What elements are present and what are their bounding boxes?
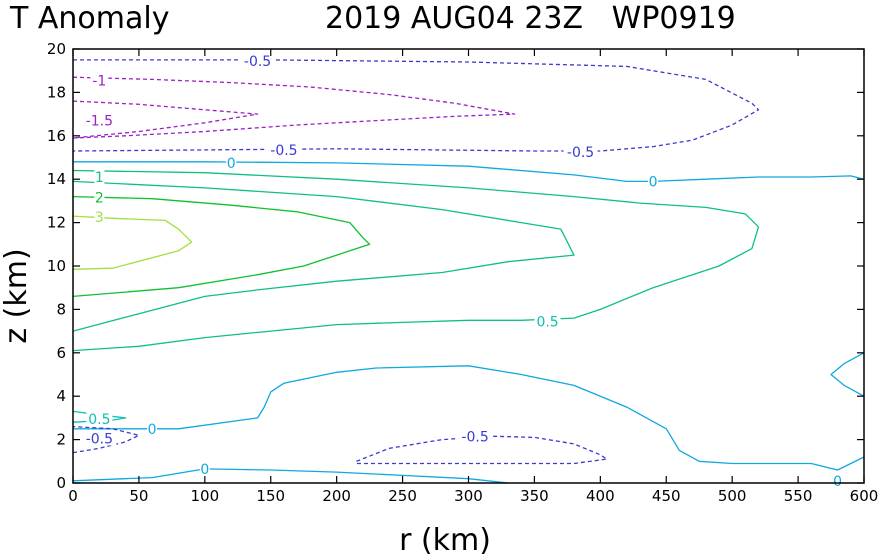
contour-layer xyxy=(72,59,865,484)
contour-label-8: 2 xyxy=(95,191,104,207)
contour-line-11 xyxy=(356,435,608,465)
contour-label-bg-2 xyxy=(82,112,117,128)
contour-label-2: -1.5 xyxy=(86,114,113,130)
contour-label-15: 0 xyxy=(200,462,209,478)
x-tick-label-6: 300 xyxy=(454,487,483,505)
x-tick-label-3: 150 xyxy=(256,487,285,505)
contour-label-bg-0 xyxy=(240,52,275,68)
contour-label-bg-8 xyxy=(94,189,105,205)
y-tick-label-6: 12 xyxy=(47,214,66,232)
contour-line-2 xyxy=(72,59,760,152)
contour-label-bg-14 xyxy=(458,428,493,444)
x-tick-label-5: 250 xyxy=(388,487,417,505)
contour-label-bg-10 xyxy=(534,313,561,329)
contour-label-bg-5 xyxy=(226,154,237,170)
contour-label-layer: -0.5 -1 -1.5 -0.5 -0.5 0 0 1 2 3 0.5 0.5 0 -0.5 -0.5 0 0 xyxy=(82,52,843,490)
plot-frame xyxy=(72,48,865,484)
contour-line-9 xyxy=(72,468,509,484)
x-tick-label-7: 350 xyxy=(520,487,549,505)
contour-label-3: -0.5 xyxy=(270,143,297,159)
contour-label-bg-3 xyxy=(266,141,301,157)
contour-line-3 xyxy=(73,161,865,183)
contour-label-bg-6 xyxy=(648,173,659,189)
contour-label-14: -0.5 xyxy=(461,429,488,445)
contour-line-6 xyxy=(72,195,371,298)
y-tick-label-8: 16 xyxy=(47,127,66,145)
contour-line-12 xyxy=(72,425,140,454)
contour-line-8 xyxy=(73,365,865,471)
x-tick-label-9: 450 xyxy=(652,487,681,505)
x-axis-label: r (km) xyxy=(399,523,491,558)
contour-label-5: 0 xyxy=(227,156,236,172)
contour-label-4: -0.5 xyxy=(567,145,594,161)
x-tick-label-4: 200 xyxy=(322,487,351,505)
contour-label-bg-9 xyxy=(94,209,105,225)
contour-line-7 xyxy=(72,215,193,270)
y-tick-label-2: 4 xyxy=(56,387,66,405)
y-axis-label: z (km) xyxy=(0,248,34,343)
contour-label-bg-11 xyxy=(86,410,113,426)
contour-label-0: -0.5 xyxy=(244,54,271,70)
y-tick-label-5: 10 xyxy=(47,257,66,275)
contour-line-4 xyxy=(72,169,760,352)
x-tick-label-0: 0 xyxy=(68,487,78,505)
x-tick-label-1: 50 xyxy=(129,487,148,505)
x-tick-label-2: 100 xyxy=(191,487,220,505)
contour-label-bg-12 xyxy=(147,420,158,436)
x-tick-label-12: 600 xyxy=(850,487,879,505)
contour-label-bg-7 xyxy=(94,169,105,185)
y-tick-label-10: 20 xyxy=(47,40,66,58)
contour-line-10 xyxy=(830,352,865,397)
contour-line-5 xyxy=(72,180,575,332)
contour-label-bg-15 xyxy=(199,460,210,476)
contour-label-bg-4 xyxy=(563,144,598,160)
contour-label-bg-13 xyxy=(82,430,117,446)
contour-label-bg-16 xyxy=(832,472,843,488)
y-tick-label-1: 2 xyxy=(56,431,66,449)
contour-label-13: -0.5 xyxy=(86,432,113,448)
y-tick-label-3: 6 xyxy=(56,344,66,362)
chart-title-right: 2019 AUG04 23Z WP0919 xyxy=(325,1,736,36)
contour-line-0 xyxy=(72,100,259,139)
contour-label-6: 0 xyxy=(649,174,658,190)
contour-label-10: 0.5 xyxy=(536,314,558,330)
y-tick-label-9: 18 xyxy=(47,83,66,101)
y-tick-label-7: 14 xyxy=(47,170,66,188)
contour-label-16: 0 xyxy=(833,474,842,490)
y-tick-label-4: 8 xyxy=(56,300,66,318)
contour-label-9: 3 xyxy=(95,210,104,226)
x-tick-label-8: 400 xyxy=(586,487,615,505)
contour-label-12: 0 xyxy=(148,422,157,438)
x-tick-label-11: 550 xyxy=(784,487,813,505)
x-tick-label-10: 500 xyxy=(718,487,747,505)
contour-label-bg-1 xyxy=(90,72,109,88)
y-tick-label-0: 0 xyxy=(56,474,66,492)
contour-label-1: -1 xyxy=(92,73,106,89)
contour-label-11: 0.5 xyxy=(88,412,110,428)
chart-title-left: T Anomaly xyxy=(9,1,169,36)
contour-line-1 xyxy=(72,76,516,139)
axis-layer: 0 50 100 150 200 250 300 350 400 450 500 550 6000246… xyxy=(47,40,878,505)
contour-label-7: 1 xyxy=(95,170,104,186)
